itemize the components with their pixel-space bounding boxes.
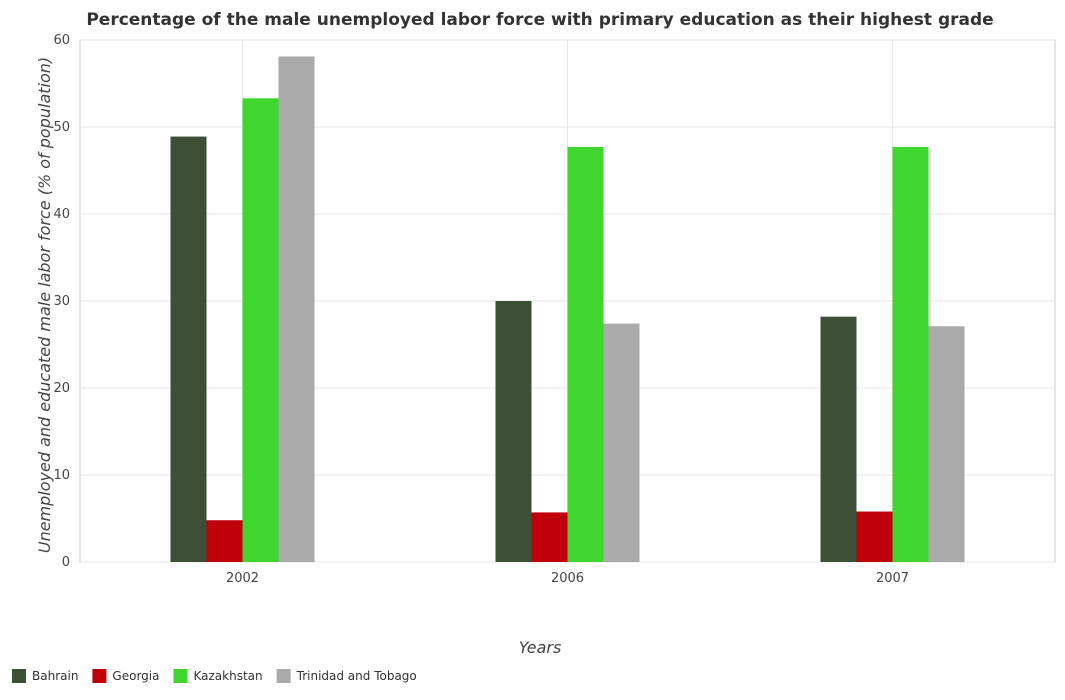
y-tick-label: 60	[53, 33, 70, 48]
y-tick-label: 10	[53, 468, 70, 483]
chart-title: Percentage of the male unemployed labor …	[86, 10, 993, 30]
y-tick-label: 0	[62, 555, 70, 570]
x-tick-label: 2007	[876, 571, 909, 586]
bar-bahrain-2006	[495, 301, 532, 562]
y-tick-label: 20	[53, 381, 70, 396]
bar-kazakhstan-2007	[892, 147, 929, 562]
axes: 0 10 20 30 40 50 60 2002 2006 2007	[53, 33, 909, 586]
x-tick-label: 2006	[551, 571, 584, 586]
bar-georgia-2007	[856, 511, 893, 562]
bar-bahrain-2007	[820, 316, 857, 562]
y-axis-title: Unemployed and educated male labor force…	[35, 57, 54, 553]
bar-trinidad-and-tobago-2007	[928, 326, 965, 562]
bar-trinidad-and-tobago-2006	[603, 323, 640, 562]
legend-label: Trinidad and Tobago	[296, 669, 417, 683]
bar-georgia-2006	[531, 512, 568, 562]
legend: Bahrain Georgia Kazakhstan Trinidad and Tob…	[12, 669, 417, 683]
legend-swatch	[276, 669, 291, 683]
legend-swatch	[92, 669, 107, 683]
x-tick-label: 2002	[226, 571, 259, 586]
legend-swatch	[12, 669, 26, 683]
bars	[170, 56, 965, 562]
legend-label: Georgia	[112, 669, 159, 683]
bar-trinidad-and-tobago-2002	[278, 56, 315, 562]
y-tick-label: 40	[53, 207, 70, 222]
bar-kazakhstan-2002	[242, 98, 279, 562]
bar-georgia-2002	[206, 520, 243, 562]
legend-swatch	[173, 669, 188, 683]
legend-label: Kazakhstan	[193, 669, 262, 683]
y-tick-label: 30	[53, 294, 70, 309]
y-tick-label: 50	[53, 120, 70, 135]
bar-kazakhstan-2006	[567, 147, 604, 562]
bar-bahrain-2002	[170, 136, 207, 562]
legend-label: Bahrain	[32, 669, 78, 683]
x-axis-title: Years	[519, 638, 562, 657]
